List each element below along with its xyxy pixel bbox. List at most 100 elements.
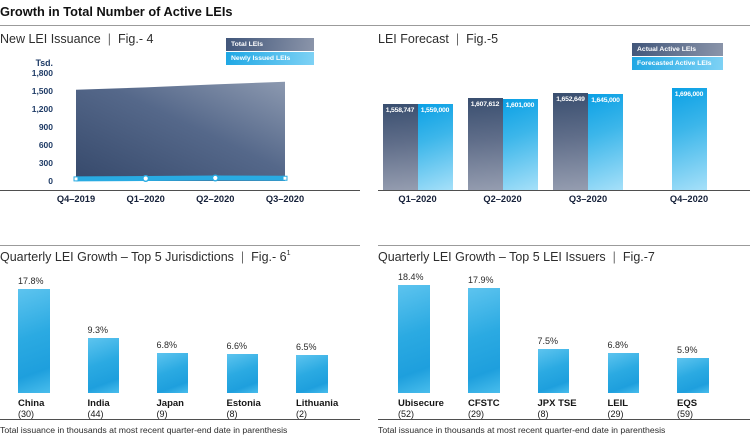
category-label: Japan — [156, 398, 184, 409]
growth-value-label: 17.9% — [468, 274, 494, 285]
actual-bar: 1,607,612 — [467, 98, 503, 190]
category-label: India — [87, 398, 110, 409]
y-tick-label: 900 — [38, 121, 53, 132]
fig7-title-text: Quarterly LEI Growth – Top 5 LEI Issuers — [378, 250, 606, 264]
growth-bar — [296, 354, 328, 393]
fig7-title: Quarterly LEI Growth – Top 5 LEI Issuers… — [378, 250, 655, 264]
growth-value-label: 5.9% — [677, 345, 698, 356]
growth-value-label: 7.5% — [537, 335, 559, 346]
y-tick-label: 0 — [48, 175, 53, 186]
issuance-label: (52) — [398, 409, 415, 419]
fig4-plot-svg — [73, 81, 288, 182]
growth-value-label: 9.3% — [87, 325, 109, 336]
fig4-y-axis-unit: Tsd. — [35, 58, 53, 68]
growth-value-label: 17.8% — [18, 275, 44, 286]
fig6-title: Quarterly LEI Growth – Top 5 Jurisdictio… — [0, 250, 291, 264]
actual-bar: 1,558,747 — [382, 103, 418, 190]
x-tick-label: Q4–2019 — [56, 194, 96, 204]
x-tick-label: Q3–2020 — [265, 194, 305, 204]
category-label: EQS — [677, 398, 698, 409]
fig5-title-text: LEI Forecast — [378, 32, 449, 46]
category-label: Estonia — [226, 398, 261, 409]
bar-value-label: 1,645,000 — [591, 96, 620, 104]
issuance-label: (44) — [87, 409, 104, 419]
bar-value-label: 1,607,612 — [470, 101, 500, 109]
growth-value-label: 18.4% — [398, 271, 424, 282]
fig4-title-text: New LEI Issuance — [0, 32, 101, 46]
actual-bar: 1,652,649 — [553, 92, 588, 190]
forecast-bar: 1,645,000 — [588, 93, 623, 190]
bar-value-label: 1,652,649 — [556, 95, 585, 103]
section-top5-jurisdictions: Quarterly LEI Growth – Top 5 Jurisdictio… — [0, 245, 360, 446]
bar-value-label: 1,601,000 — [505, 101, 535, 109]
newly-issued-line — [75, 175, 286, 182]
forecast-bar: 1,696,000 — [671, 87, 707, 190]
fig5-x-axis-line — [378, 190, 750, 191]
growth-value-label: 6.5% — [296, 341, 317, 352]
issuance-label: (8) — [226, 409, 238, 419]
fig6-title-text: Quarterly LEI Growth – Top 5 Jurisdictio… — [0, 250, 234, 264]
category-label: China — [18, 398, 45, 409]
section-new-lei-issuance: New LEI Issuance | Fig.- 4 Tsd. Total LEIs… — [0, 30, 360, 245]
growth-bar — [226, 354, 258, 393]
issuance-label: (2) — [296, 409, 307, 419]
fig6-fig-label: Fig.- 6 — [251, 250, 287, 264]
y-tick-label: 1,500 — [31, 85, 53, 96]
fig4-x-axis-line — [0, 190, 360, 191]
y-tick-label: 300 — [38, 157, 53, 168]
fig7-fig-label: Fig.-7 — [622, 250, 655, 264]
issuance-label: (30) — [18, 409, 35, 419]
category-label: CFSTC — [468, 398, 500, 409]
category-label: Ubisecure — [398, 398, 444, 409]
issuance-label: (59) — [677, 409, 694, 419]
forecast-bar: 1,601,000 — [502, 98, 538, 190]
x-tick-label: Q1–2020 — [398, 194, 437, 204]
growth-bar — [398, 284, 430, 393]
title-separator: | — [612, 250, 616, 264]
title-separator: | — [107, 32, 111, 46]
legend-item: Newly Issued LEIs — [226, 52, 314, 65]
issuance-label: (29) — [468, 409, 485, 419]
bar-value-label: 1,696,000 — [674, 90, 704, 98]
legend-item: Forecasted Active LEIs — [632, 57, 723, 70]
x-tick-label: Q3–2020 — [568, 194, 608, 204]
section-top5-lei-issuers: Quarterly LEI Growth – Top 5 LEI Issuers… — [378, 245, 750, 446]
forecast-bar: 1,559,000 — [417, 103, 453, 190]
fig7-footnote: Total issuance in thousands at most rece… — [378, 425, 666, 435]
title-separator: | — [240, 250, 245, 264]
category-label: LEIL — [607, 398, 629, 409]
growth-bar — [607, 353, 639, 393]
x-tick-label: Q2–2020 — [483, 194, 522, 204]
header-divider — [0, 25, 750, 26]
y-tick-label: 600 — [38, 139, 53, 150]
growth-bar — [87, 338, 119, 393]
bar-value-label: 1,559,000 — [420, 106, 450, 114]
fig4-title: New LEI Issuance | Fig.- 4 — [0, 32, 153, 46]
y-tick-label: 1,800 — [31, 67, 53, 78]
issuance-label: (9) — [156, 409, 168, 419]
fig7-bottom-divider — [378, 419, 750, 420]
growth-value-label: 6.8% — [156, 340, 178, 351]
growth-value-label: 6.8% — [607, 340, 629, 351]
line-end-marker — [73, 176, 79, 182]
fig6-bottom-divider — [0, 419, 360, 420]
fig5-title: LEI Forecast | Fig.-5 — [378, 32, 498, 46]
fig5-fig-label: Fig.-5 — [466, 32, 499, 46]
page-title: Growth in Total Number of Active LEIs — [0, 4, 233, 19]
category-label: Lithuania — [296, 398, 339, 409]
fig6-footnote: Total issuance in thousands at most rece… — [0, 425, 288, 435]
legend-item: Total LEIs — [226, 38, 314, 51]
growth-bar — [18, 288, 50, 393]
growth-bar — [537, 348, 569, 393]
line-end-marker — [282, 175, 288, 181]
x-tick-label: Q4–2020 — [669, 194, 709, 204]
issuance-label: (8) — [537, 409, 549, 419]
legend-item: Actual Active LEIs — [632, 43, 723, 56]
fig7-top-divider — [378, 245, 750, 246]
growth-value-label: 6.6% — [226, 341, 248, 352]
x-tick-label: Q1–2020 — [126, 194, 165, 204]
category-label: JPX TSE — [537, 398, 577, 409]
title-separator: | — [455, 32, 460, 46]
growth-bar — [156, 353, 188, 393]
